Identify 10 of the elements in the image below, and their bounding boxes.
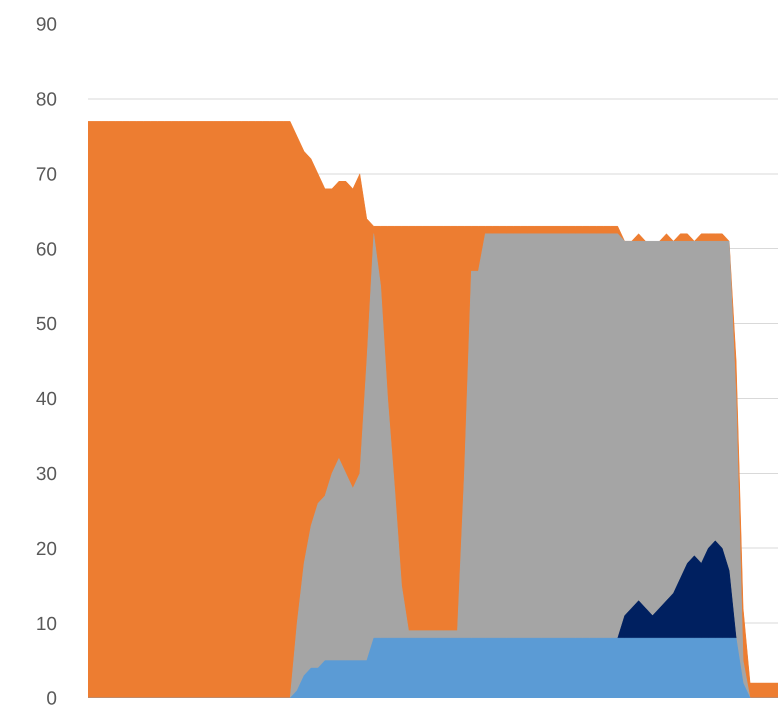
- y-tick-label: 90: [36, 14, 57, 36]
- y-tick-label: 50: [36, 314, 57, 336]
- y-tick-label: 0: [46, 688, 57, 710]
- y-tick-label: 60: [36, 239, 57, 260]
- y-tick-label: 10: [36, 614, 57, 635]
- y-tick-label: 40: [36, 389, 57, 410]
- y-tick-label: 30: [36, 464, 57, 485]
- y-tick-label: 70: [36, 164, 57, 186]
- y-tick-label: 80: [36, 90, 57, 111]
- y-tick-label: 20: [36, 538, 57, 560]
